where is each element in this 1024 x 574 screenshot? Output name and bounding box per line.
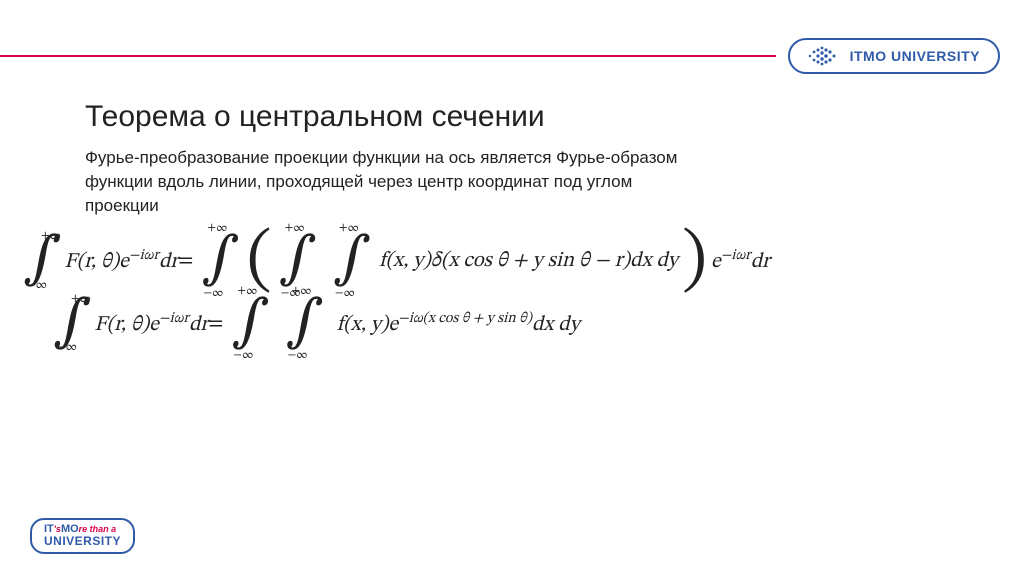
- left-paren-icon: (: [247, 240, 272, 282]
- eq1-outer: e−iωrdr: [711, 247, 770, 275]
- eq1-lhs-base: F(r, θ)e: [64, 251, 129, 272]
- eq1-inner: f(x, y)δ(x cos θ + y sin θ − r)dx dy: [379, 248, 678, 274]
- equations-block: ∫ +∞ −∞ F(r, θ)e−iωrdr = ∫ +∞ −∞ ( ∫ +∞ …: [20, 240, 1004, 365]
- limit-upper: +∞: [237, 284, 257, 299]
- eq2-lhs-base: F(r, θ)e: [94, 314, 159, 335]
- footer-l1-it: IT: [44, 523, 54, 535]
- right-paren-icon: ): [682, 240, 707, 282]
- integral-icon: ∫ +∞ −∞: [53, 304, 91, 343]
- limit-upper: +∞: [285, 221, 305, 236]
- limit-upper: +∞: [339, 221, 359, 236]
- logo-dots-icon: [804, 46, 840, 66]
- eq2-rhs-f: f(x, y)e: [337, 314, 398, 335]
- integral-icon: ∫ +∞ −∞: [23, 241, 61, 280]
- eq1-outer-e: e: [711, 251, 721, 272]
- limit-lower: −∞: [203, 286, 223, 301]
- content-area: Теорема о центральном сечении Фурье-прео…: [85, 100, 984, 235]
- eq1-outer-dr: dr: [751, 251, 770, 272]
- eq2-lhs: F(r, θ)e−iωrdr: [94, 310, 208, 338]
- eq2-rhs: f(x, y)e−iω(x cos θ + y sin θ)dx dy: [337, 310, 580, 338]
- eq2-lhs-dr: dr: [189, 314, 208, 335]
- integral-icon: ∫ +∞ −∞: [231, 304, 269, 343]
- integral-icon: ∫ +∞ −∞: [279, 241, 317, 280]
- eq1-outer-exp: −iωr: [721, 249, 751, 263]
- integral-icon: ∫ +∞ −∞: [333, 241, 371, 280]
- eq2-lhs-exp: −iωr: [159, 312, 189, 326]
- itmo-logo: ITMO UNIVERSITY: [788, 38, 1000, 74]
- footer-l1-more: re than a: [79, 524, 117, 534]
- eq1-lhs-dr: dr: [159, 251, 178, 272]
- slide-title: Теорема о центральном сечении: [85, 100, 984, 134]
- limit-lower: −∞: [233, 348, 253, 363]
- footer-l1-s: 's: [54, 524, 61, 534]
- eq1-lhs: F(r, θ)e−iωrdr: [64, 247, 178, 275]
- header-bar: ITMO UNIVERSITY: [0, 40, 1024, 72]
- eq2-rhs-dxy: dx dy: [532, 314, 580, 335]
- equation-2: ∫ +∞ −∞ F(r, θ)e−iωrdr = ∫ +∞ −∞ ∫ +∞ −∞…: [50, 304, 1004, 343]
- eq1-equals: =: [178, 248, 193, 274]
- footer-line2: UNIVERSITY: [44, 535, 121, 548]
- eq1-lhs-exp: −iωr: [129, 249, 159, 263]
- limit-upper: +∞: [292, 284, 312, 299]
- eq2-rhs-exp: −iω(x cos θ + y sin θ): [398, 312, 532, 326]
- limit-lower: −∞: [335, 286, 355, 301]
- footer-l1-mo: MO: [61, 523, 79, 535]
- limit-lower: −∞: [27, 278, 47, 293]
- header-divider: [0, 55, 776, 57]
- limit-upper: +∞: [71, 292, 91, 307]
- limit-lower: −∞: [57, 340, 77, 355]
- integral-icon: ∫ +∞ −∞: [286, 304, 324, 343]
- eq2-equals: =: [208, 311, 223, 337]
- equation-1: ∫ +∞ −∞ F(r, θ)e−iωrdr = ∫ +∞ −∞ ( ∫ +∞ …: [20, 240, 1004, 282]
- slide-description: Фурье-преобразование проекции функции на…: [85, 146, 705, 217]
- integral-icon: ∫ +∞ −∞: [201, 241, 239, 280]
- limit-lower: −∞: [288, 348, 308, 363]
- logo-text: ITMO UNIVERSITY: [850, 48, 980, 64]
- limit-upper: +∞: [41, 229, 61, 244]
- footer-logo: IT'sMOre than a UNIVERSITY: [30, 518, 135, 554]
- limit-upper: +∞: [207, 221, 227, 236]
